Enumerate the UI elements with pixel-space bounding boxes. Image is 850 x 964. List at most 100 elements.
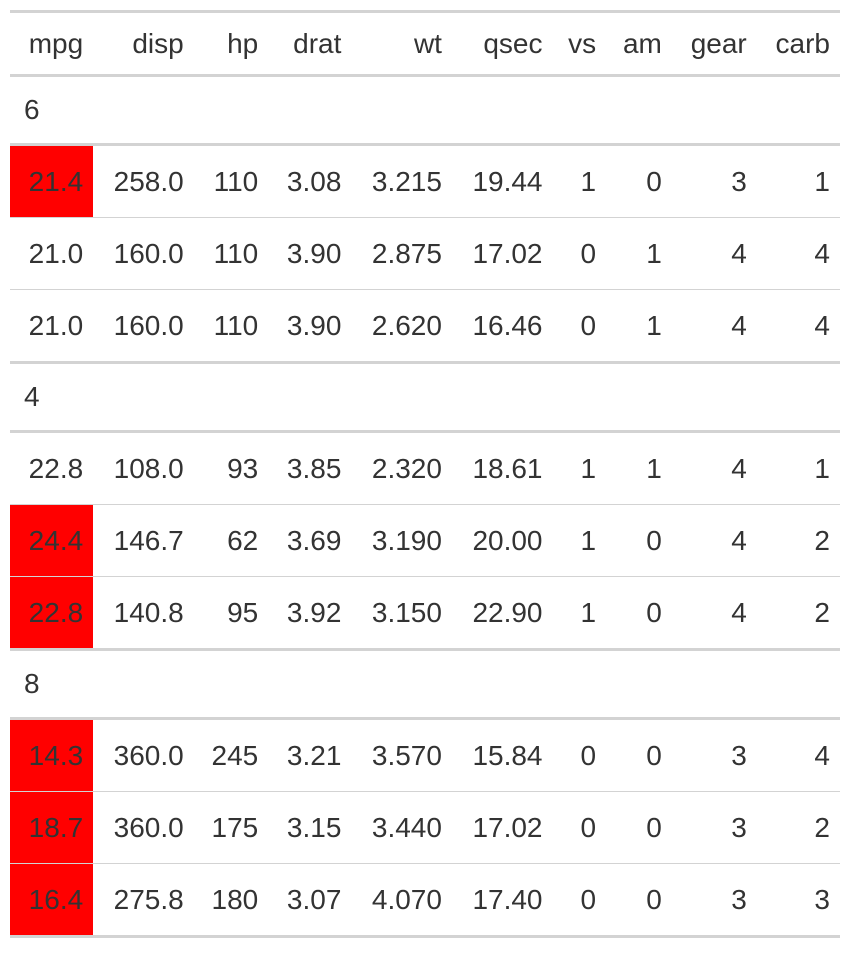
- cell-hp: 180: [193, 863, 269, 937]
- cell-vs: 1: [552, 431, 607, 505]
- column-header-drat: drat: [268, 11, 352, 77]
- cell-carb: 2: [756, 504, 840, 577]
- cell-hp: 175: [193, 791, 269, 864]
- cell-qsec: 17.40: [451, 863, 553, 937]
- cell-drat: 3.85: [268, 431, 352, 505]
- cell-hp: 110: [193, 144, 269, 218]
- cell-am: 0: [606, 718, 672, 792]
- cell-am: 0: [606, 863, 672, 937]
- cell-am: 0: [606, 791, 672, 864]
- cell-disp: 146.7: [93, 504, 194, 577]
- cell-drat: 3.90: [268, 289, 352, 363]
- cell-carb: 4: [756, 217, 840, 290]
- cell-vs: 0: [552, 863, 607, 937]
- cell-hp: 62: [193, 504, 269, 577]
- cell-mpg: 24.4: [10, 504, 94, 577]
- table-row: 21.0 160.0 110 3.90 2.620 16.46 0 1 4 4: [10, 289, 840, 363]
- cell-am: 1: [606, 217, 672, 290]
- cell-mpg: 14.3: [10, 718, 94, 792]
- column-header-hp: hp: [193, 11, 269, 77]
- column-header-disp: disp: [93, 11, 194, 77]
- cell-carb: 4: [756, 289, 840, 363]
- cell-qsec: 19.44: [451, 144, 553, 218]
- table-row: 18.7 360.0 175 3.15 3.440 17.02 0 0 3 2: [10, 791, 840, 864]
- cell-drat: 3.21: [268, 718, 352, 792]
- cell-gear: 3: [671, 718, 757, 792]
- column-header-gear: gear: [671, 11, 757, 77]
- column-header-am: am: [606, 11, 672, 77]
- table-row: 14.3 360.0 245 3.21 3.570 15.84 0 0 3 4: [10, 718, 840, 792]
- header-row: mpg disp hp drat wt qsec vs am gear carb: [10, 11, 840, 77]
- cell-drat: 3.08: [268, 144, 352, 218]
- cell-carb: 1: [756, 431, 840, 505]
- cell-am: 0: [606, 144, 672, 218]
- cell-qsec: 17.02: [451, 791, 553, 864]
- cell-hp: 110: [193, 217, 269, 290]
- cell-disp: 258.0: [93, 144, 194, 218]
- table-row: 16.4 275.8 180 3.07 4.070 17.40 0 0 3 3: [10, 863, 840, 937]
- cell-vs: 0: [552, 289, 607, 363]
- group-row: 6: [10, 74, 840, 146]
- table-row: 22.8 108.0 93 3.85 2.320 18.61 1 1 4 1: [10, 431, 840, 505]
- cell-disp: 108.0: [93, 431, 194, 505]
- cell-mpg: 18.7: [10, 791, 94, 864]
- cell-vs: 0: [552, 718, 607, 792]
- cell-wt: 2.320: [351, 431, 452, 505]
- cell-hp: 95: [193, 576, 269, 650]
- cell-mpg: 21.4: [10, 144, 94, 218]
- cell-gear: 4: [671, 289, 757, 363]
- cell-gear: 3: [671, 791, 757, 864]
- cell-drat: 3.90: [268, 217, 352, 290]
- cell-hp: 110: [193, 289, 269, 363]
- column-header-wt: wt: [351, 11, 452, 77]
- cell-wt: 4.070: [351, 863, 452, 937]
- cell-hp: 93: [193, 431, 269, 505]
- table-row: 22.8 140.8 95 3.92 3.150 22.90 1 0 4 2: [10, 576, 840, 650]
- cell-gear: 4: [671, 576, 757, 650]
- cell-disp: 275.8: [93, 863, 194, 937]
- cell-wt: 3.215: [351, 144, 452, 218]
- column-header-mpg: mpg: [10, 11, 94, 77]
- cell-carb: 1: [756, 144, 840, 218]
- cell-drat: 3.15: [268, 791, 352, 864]
- cell-carb: 2: [756, 791, 840, 864]
- cell-am: 0: [606, 576, 672, 650]
- cell-vs: 0: [552, 217, 607, 290]
- cell-disp: 160.0: [93, 289, 194, 363]
- cell-wt: 3.440: [351, 791, 452, 864]
- cell-carb: 3: [756, 863, 840, 937]
- column-header-vs: vs: [552, 11, 607, 77]
- cell-disp: 140.8: [93, 576, 194, 650]
- cell-wt: 2.875: [351, 217, 452, 290]
- cell-mpg: 21.0: [10, 217, 94, 290]
- cell-am: 1: [606, 431, 672, 505]
- table-row: 24.4 146.7 62 3.69 3.190 20.00 1 0 4 2: [10, 504, 840, 577]
- cell-qsec: 20.00: [451, 504, 553, 577]
- group-row: 8: [10, 648, 840, 720]
- cell-carb: 4: [756, 718, 840, 792]
- cell-disp: 360.0: [93, 718, 194, 792]
- cell-vs: 1: [552, 504, 607, 577]
- column-header-qsec: qsec: [451, 11, 553, 77]
- table-row: 21.0 160.0 110 3.90 2.875 17.02 0 1 4 4: [10, 217, 840, 290]
- cell-vs: 1: [552, 144, 607, 218]
- cell-carb: 2: [756, 576, 840, 650]
- cell-gear: 4: [671, 504, 757, 577]
- column-header-carb: carb: [756, 11, 840, 77]
- cell-disp: 160.0: [93, 217, 194, 290]
- cell-drat: 3.92: [268, 576, 352, 650]
- cell-am: 1: [606, 289, 672, 363]
- cell-drat: 3.69: [268, 504, 352, 577]
- data-table: mpg disp hp drat wt qsec vs am gear carb 6 21.4 258…: [10, 10, 840, 938]
- cell-gear: 4: [671, 217, 757, 290]
- cell-wt: 3.570: [351, 718, 452, 792]
- cell-disp: 360.0: [93, 791, 194, 864]
- group-row: 4: [10, 361, 840, 433]
- cell-mpg: 16.4: [10, 863, 94, 937]
- cell-wt: 3.190: [351, 504, 452, 577]
- cell-qsec: 15.84: [451, 718, 553, 792]
- cell-mpg: 22.8: [10, 576, 94, 650]
- cell-mpg: 21.0: [10, 289, 94, 363]
- cell-qsec: 18.61: [451, 431, 553, 505]
- cell-gear: 3: [671, 144, 757, 218]
